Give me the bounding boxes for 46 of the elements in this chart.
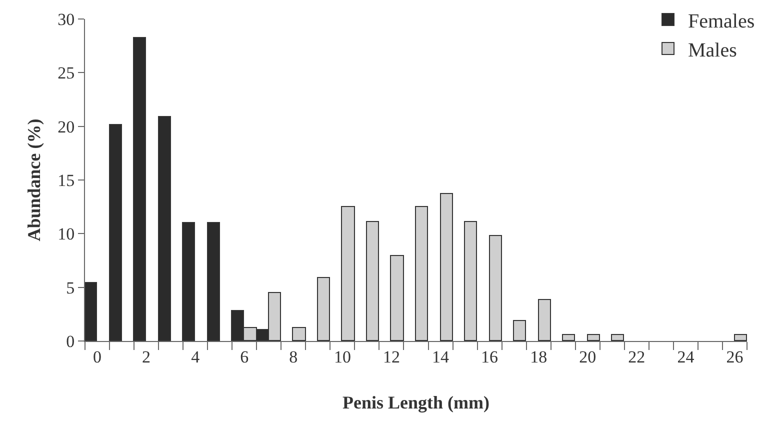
y-tick-label: 30 — [58, 10, 75, 29]
bar — [158, 116, 171, 341]
bar — [489, 235, 502, 341]
bar — [513, 320, 526, 341]
bar — [611, 334, 624, 341]
legend-label: Males — [688, 39, 738, 62]
x-tick-label: 4 — [191, 347, 200, 366]
y-axis-title: Abundance (%) — [24, 118, 44, 242]
x-tick-label: 16 — [481, 347, 498, 366]
y-tick-label: 15 — [58, 170, 75, 190]
x-tick-label: 2 — [142, 347, 151, 366]
y-tick-label: 20 — [58, 117, 75, 136]
y-tick-label: 5 — [66, 278, 75, 298]
x-tick-label: 6 — [240, 347, 249, 366]
legend-label: Females — [688, 10, 755, 32]
y-tick-label: 25 — [58, 64, 75, 83]
bar — [734, 334, 747, 341]
x-tick-label: 8 — [289, 347, 298, 366]
x-tick-label: 18 — [530, 347, 548, 366]
bar — [207, 222, 220, 341]
bar — [109, 124, 122, 341]
bar — [440, 193, 453, 341]
bar — [85, 282, 97, 341]
x-tick-label: 12 — [382, 347, 400, 366]
bar — [587, 334, 600, 341]
x-tick-label: 22 — [628, 347, 646, 366]
bar — [390, 255, 404, 341]
bar — [464, 221, 477, 341]
x-tick-label: 10 — [334, 347, 351, 366]
y-tick-label: 10 — [58, 224, 75, 244]
x-tick-label: 14 — [432, 347, 450, 366]
bar — [415, 206, 428, 341]
bar — [366, 221, 379, 341]
bar — [317, 277, 330, 341]
x-tick-label: 0 — [93, 347, 102, 366]
x-tick-label: 20 — [579, 347, 596, 366]
y-tick-label: 0 — [66, 332, 75, 351]
bar — [133, 37, 146, 341]
bar — [562, 334, 575, 341]
x-axis-title: Penis Length (mm) — [342, 392, 490, 412]
bar — [182, 222, 195, 341]
bar — [538, 299, 551, 341]
bar — [341, 206, 355, 341]
x-tick-label: 24 — [677, 347, 695, 366]
x-tick-label: 26 — [726, 347, 744, 366]
bar — [292, 327, 306, 341]
